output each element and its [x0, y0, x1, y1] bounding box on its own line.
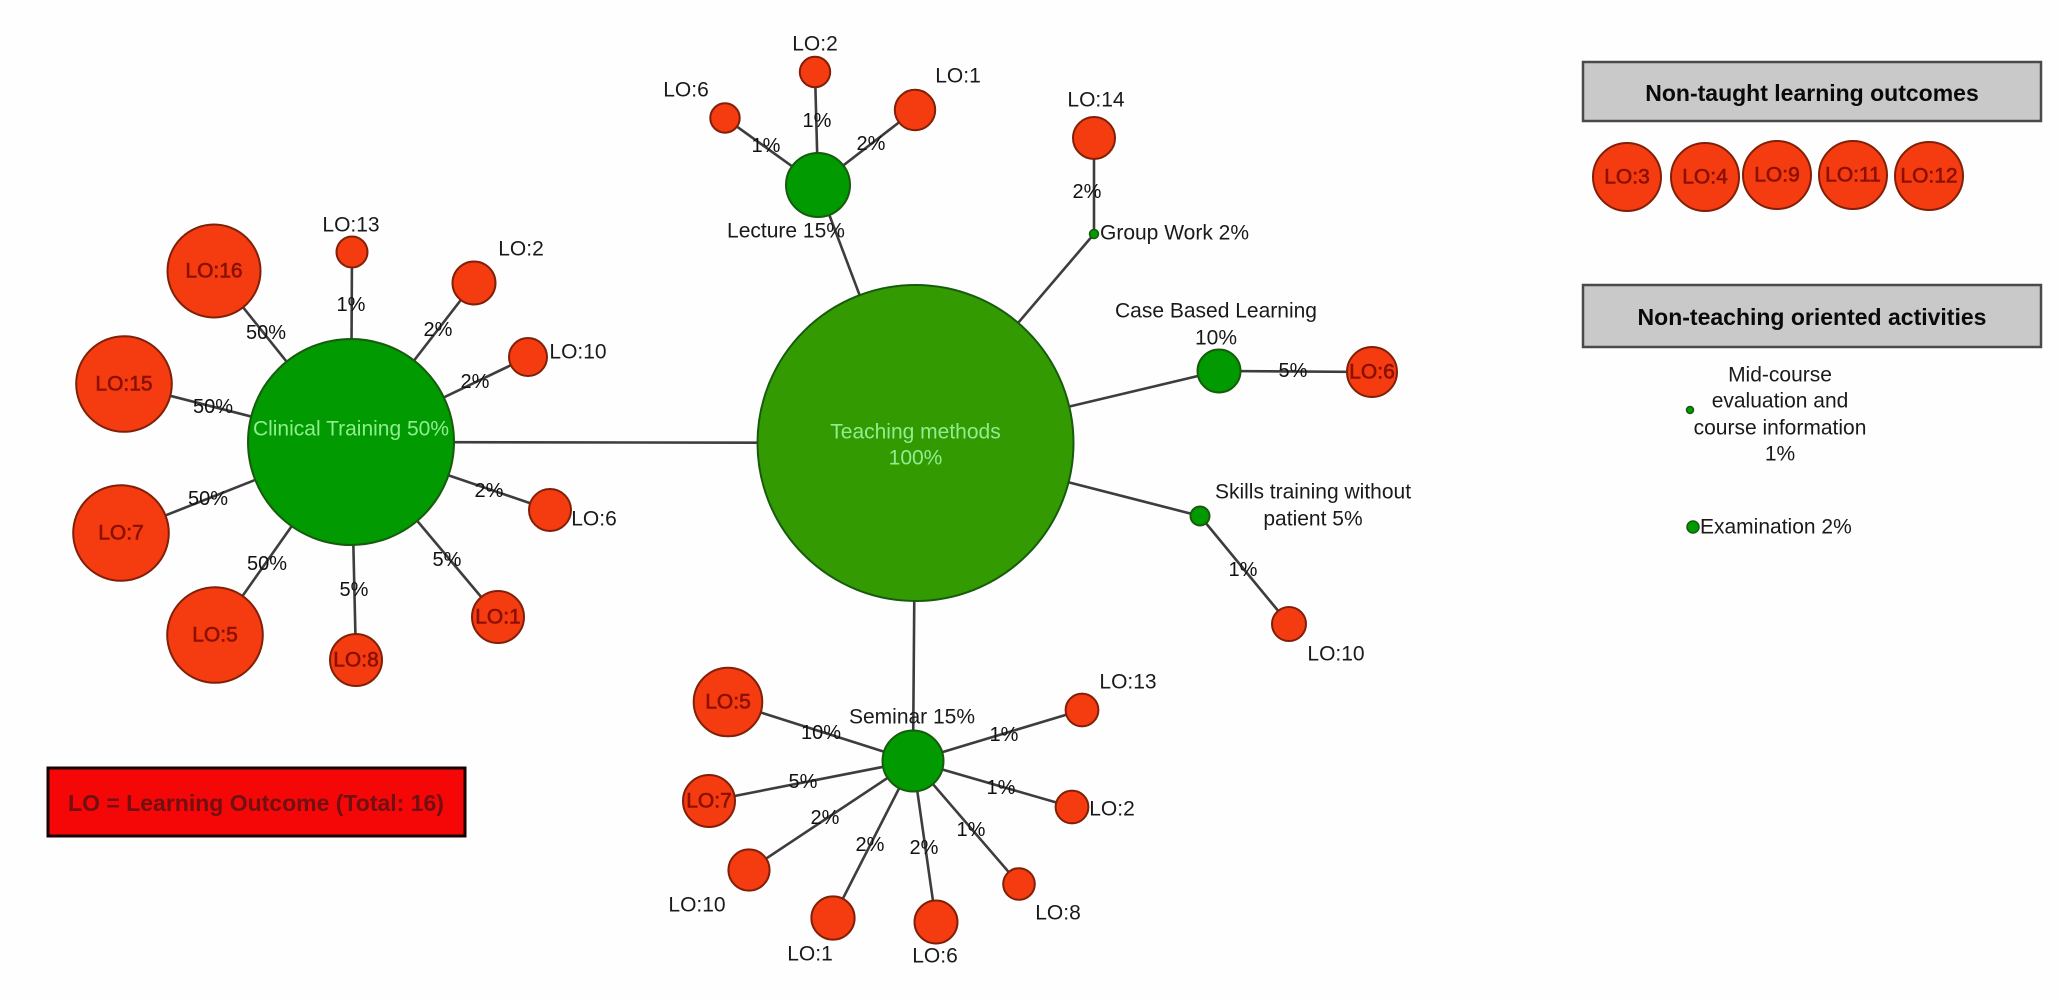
svg-text:Lecture 15%: Lecture 15% — [727, 220, 845, 243]
svg-text:Case Based Learning: Case Based Learning — [1115, 300, 1317, 323]
svg-text:LO:1: LO:1 — [475, 606, 521, 629]
svg-text:2%: 2% — [857, 133, 886, 155]
svg-text:LO:11: LO:11 — [1825, 164, 1881, 187]
svg-text:Clinical Training 50%: Clinical Training 50% — [253, 418, 449, 441]
svg-text:1%: 1% — [1229, 559, 1258, 581]
svg-text:2%: 2% — [1073, 181, 1102, 203]
svg-text:1%: 1% — [1765, 443, 1795, 466]
svg-text:evaluation and: evaluation and — [1712, 390, 1849, 413]
svg-text:LO:7: LO:7 — [98, 522, 144, 545]
svg-text:1%: 1% — [957, 819, 986, 841]
svg-text:LO:12: LO:12 — [1900, 165, 1957, 188]
svg-text:LO:8: LO:8 — [1035, 902, 1081, 925]
svg-text:2%: 2% — [811, 807, 840, 829]
svg-text:Teaching methods: Teaching methods — [830, 421, 1000, 444]
svg-text:LO:2: LO:2 — [792, 33, 838, 56]
svg-text:Non-teaching oriented activiti: Non-teaching oriented activities — [1638, 304, 1987, 330]
svg-text:LO:9: LO:9 — [1754, 164, 1800, 187]
svg-text:2%: 2% — [475, 480, 504, 502]
svg-text:LO:13: LO:13 — [322, 214, 379, 237]
svg-text:1%: 1% — [987, 777, 1016, 799]
svg-text:LO:7: LO:7 — [686, 790, 732, 813]
svg-text:LO:2: LO:2 — [498, 238, 544, 261]
svg-text:10%: 10% — [1195, 327, 1237, 350]
svg-text:LO:10: LO:10 — [549, 341, 606, 364]
svg-text:Examination 2%: Examination 2% — [1700, 516, 1852, 539]
svg-text:Seminar 15%: Seminar 15% — [849, 706, 975, 729]
svg-text:5%: 5% — [340, 579, 369, 601]
svg-text:LO:5: LO:5 — [705, 691, 751, 714]
svg-text:5%: 5% — [433, 549, 462, 571]
svg-text:2%: 2% — [461, 371, 490, 393]
svg-text:LO = Learning Outcome (Total:: LO = Learning Outcome (Total: 16) — [68, 790, 444, 816]
svg-text:1%: 1% — [752, 135, 781, 157]
svg-text:course information: course information — [1694, 417, 1867, 440]
svg-text:LO:13: LO:13 — [1099, 671, 1156, 694]
svg-text:LO:3: LO:3 — [1604, 166, 1650, 189]
svg-text:5%: 5% — [789, 771, 818, 793]
svg-text:50%: 50% — [246, 322, 286, 344]
svg-text:LO:5: LO:5 — [192, 624, 238, 647]
svg-text:Non-taught learning outcomes: Non-taught learning outcomes — [1645, 80, 1979, 106]
svg-text:2%: 2% — [856, 834, 885, 856]
svg-text:LO:6: LO:6 — [663, 79, 709, 102]
svg-text:100%: 100% — [889, 447, 943, 470]
svg-text:2%: 2% — [910, 837, 939, 859]
svg-text:Group Work 2%: Group Work 2% — [1100, 222, 1249, 245]
svg-text:Skills training without: Skills training without — [1215, 481, 1411, 504]
svg-text:LO:6: LO:6 — [571, 508, 617, 531]
svg-text:Mid-course: Mid-course — [1728, 364, 1832, 387]
svg-text:1%: 1% — [337, 294, 366, 316]
svg-text:1%: 1% — [990, 724, 1019, 746]
svg-text:1%: 1% — [803, 110, 832, 132]
svg-text:patient 5%: patient 5% — [1263, 508, 1362, 531]
svg-text:10%: 10% — [801, 722, 841, 744]
svg-text:LO:15: LO:15 — [95, 373, 152, 396]
svg-text:LO:10: LO:10 — [668, 894, 725, 917]
svg-text:5%: 5% — [1279, 360, 1308, 382]
svg-text:50%: 50% — [193, 396, 233, 418]
svg-text:2%: 2% — [424, 319, 453, 341]
svg-text:LO:10: LO:10 — [1307, 643, 1364, 666]
svg-text:LO:1: LO:1 — [787, 943, 833, 966]
svg-text:LO:6: LO:6 — [912, 945, 958, 968]
svg-text:LO:2: LO:2 — [1089, 798, 1135, 821]
svg-text:LO:8: LO:8 — [333, 649, 379, 672]
svg-text:LO:6: LO:6 — [1349, 361, 1395, 384]
svg-text:LO:16: LO:16 — [185, 260, 242, 283]
svg-text:50%: 50% — [188, 488, 228, 510]
svg-text:50%: 50% — [247, 553, 287, 575]
svg-text:LO:1: LO:1 — [935, 65, 981, 88]
svg-text:LO:14: LO:14 — [1067, 89, 1125, 112]
svg-text:LO:4: LO:4 — [1682, 166, 1728, 189]
